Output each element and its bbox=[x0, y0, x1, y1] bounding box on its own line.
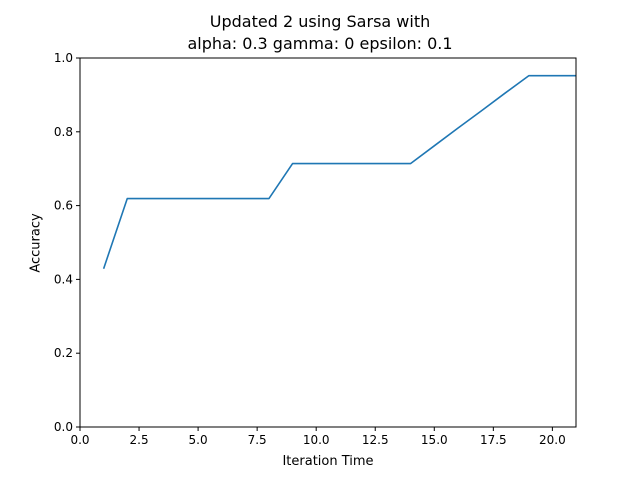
x-tick-label: 5.0 bbox=[189, 433, 208, 447]
plot-frame bbox=[79, 57, 577, 428]
y-tick-label: 0.8 bbox=[54, 125, 73, 139]
chart-title-line-2: alpha: 0.3 gamma: 0 epsilon: 0.1 bbox=[187, 34, 453, 53]
x-tick-label: 15.0 bbox=[421, 433, 448, 447]
x-tick-label: 7.5 bbox=[248, 433, 267, 447]
x-tick-label: 0.0 bbox=[70, 433, 89, 447]
y-axis-label: Accuracy bbox=[28, 213, 44, 273]
y-tick-label: 0.6 bbox=[54, 199, 73, 213]
x-tick-label: 12.5 bbox=[362, 433, 389, 447]
y-tick-label: 1.0 bbox=[54, 51, 73, 65]
chart-title-line-1: Updated 2 using Sarsa with bbox=[209, 12, 431, 31]
series-line-0 bbox=[102, 74, 576, 269]
y-tick-label: 0.0 bbox=[54, 420, 73, 434]
y-tick-label: 0.2 bbox=[54, 346, 73, 360]
x-tick-label: 10.0 bbox=[303, 433, 330, 447]
y-tick-label: 0.4 bbox=[54, 272, 73, 286]
x-tick-label: 17.5 bbox=[480, 433, 507, 447]
x-tick-label: 20.0 bbox=[539, 433, 566, 447]
x-axis-label: Iteration Time bbox=[282, 454, 374, 469]
x-tick-label: 2.5 bbox=[130, 433, 149, 447]
